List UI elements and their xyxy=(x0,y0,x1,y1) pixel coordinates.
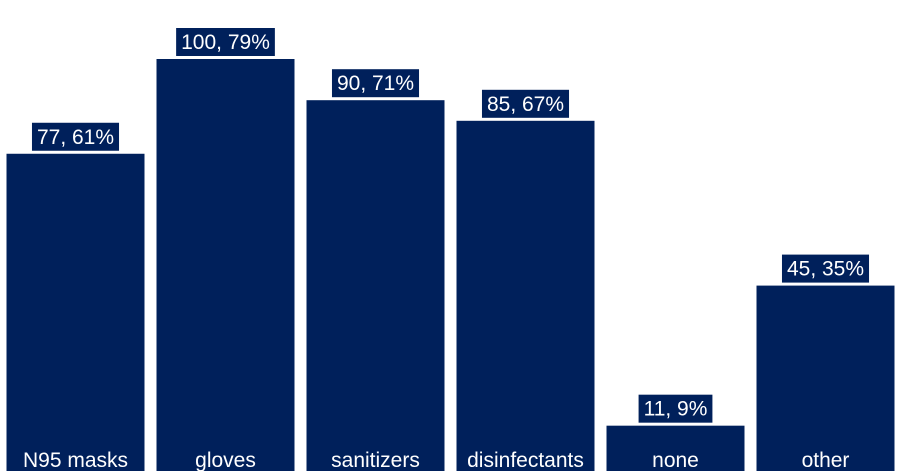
category-label-other: other xyxy=(802,449,850,471)
data-label-gloves: 100, 79% xyxy=(181,31,270,54)
data-label-n95-masks: 77, 61% xyxy=(37,126,114,149)
data-label-bg-disinfectants xyxy=(481,89,570,118)
bar-sanitizers xyxy=(306,100,445,471)
data-labels-group: 77, 61% 100, 79% 90, 71% 85, 67% 11, 9% 45, 3… xyxy=(31,28,870,423)
bar-other xyxy=(756,285,895,471)
category-label-gloves: gloves xyxy=(195,449,256,471)
data-label-disinfectants: 85, 67% xyxy=(487,93,564,116)
bar-disinfectants xyxy=(456,120,595,471)
data-label-bg-gloves xyxy=(176,28,275,56)
category-label-n95-masks: N95 masks xyxy=(23,449,128,471)
category-label-sanitizers: sanitizers xyxy=(331,449,420,471)
data-label-bg-n95-masks xyxy=(31,122,120,151)
bar-gloves xyxy=(156,59,295,471)
data-label-bg-sanitizers xyxy=(331,69,420,98)
bar-n95-masks xyxy=(6,153,145,471)
bars-group xyxy=(6,59,895,471)
data-label-bg-other xyxy=(781,254,870,283)
data-label-other: 45, 35% xyxy=(787,258,864,281)
category-label-none: none xyxy=(652,449,699,471)
data-label-sanitizers: 90, 71% xyxy=(337,72,414,95)
category-label-disinfectants: disinfectants xyxy=(467,449,584,471)
data-label-none: 11, 9% xyxy=(644,398,708,421)
bar-none xyxy=(606,425,745,471)
data-label-bg-none xyxy=(638,394,713,423)
category-labels-group: N95 masks gloves sanitizers disinfectants no… xyxy=(23,449,849,471)
